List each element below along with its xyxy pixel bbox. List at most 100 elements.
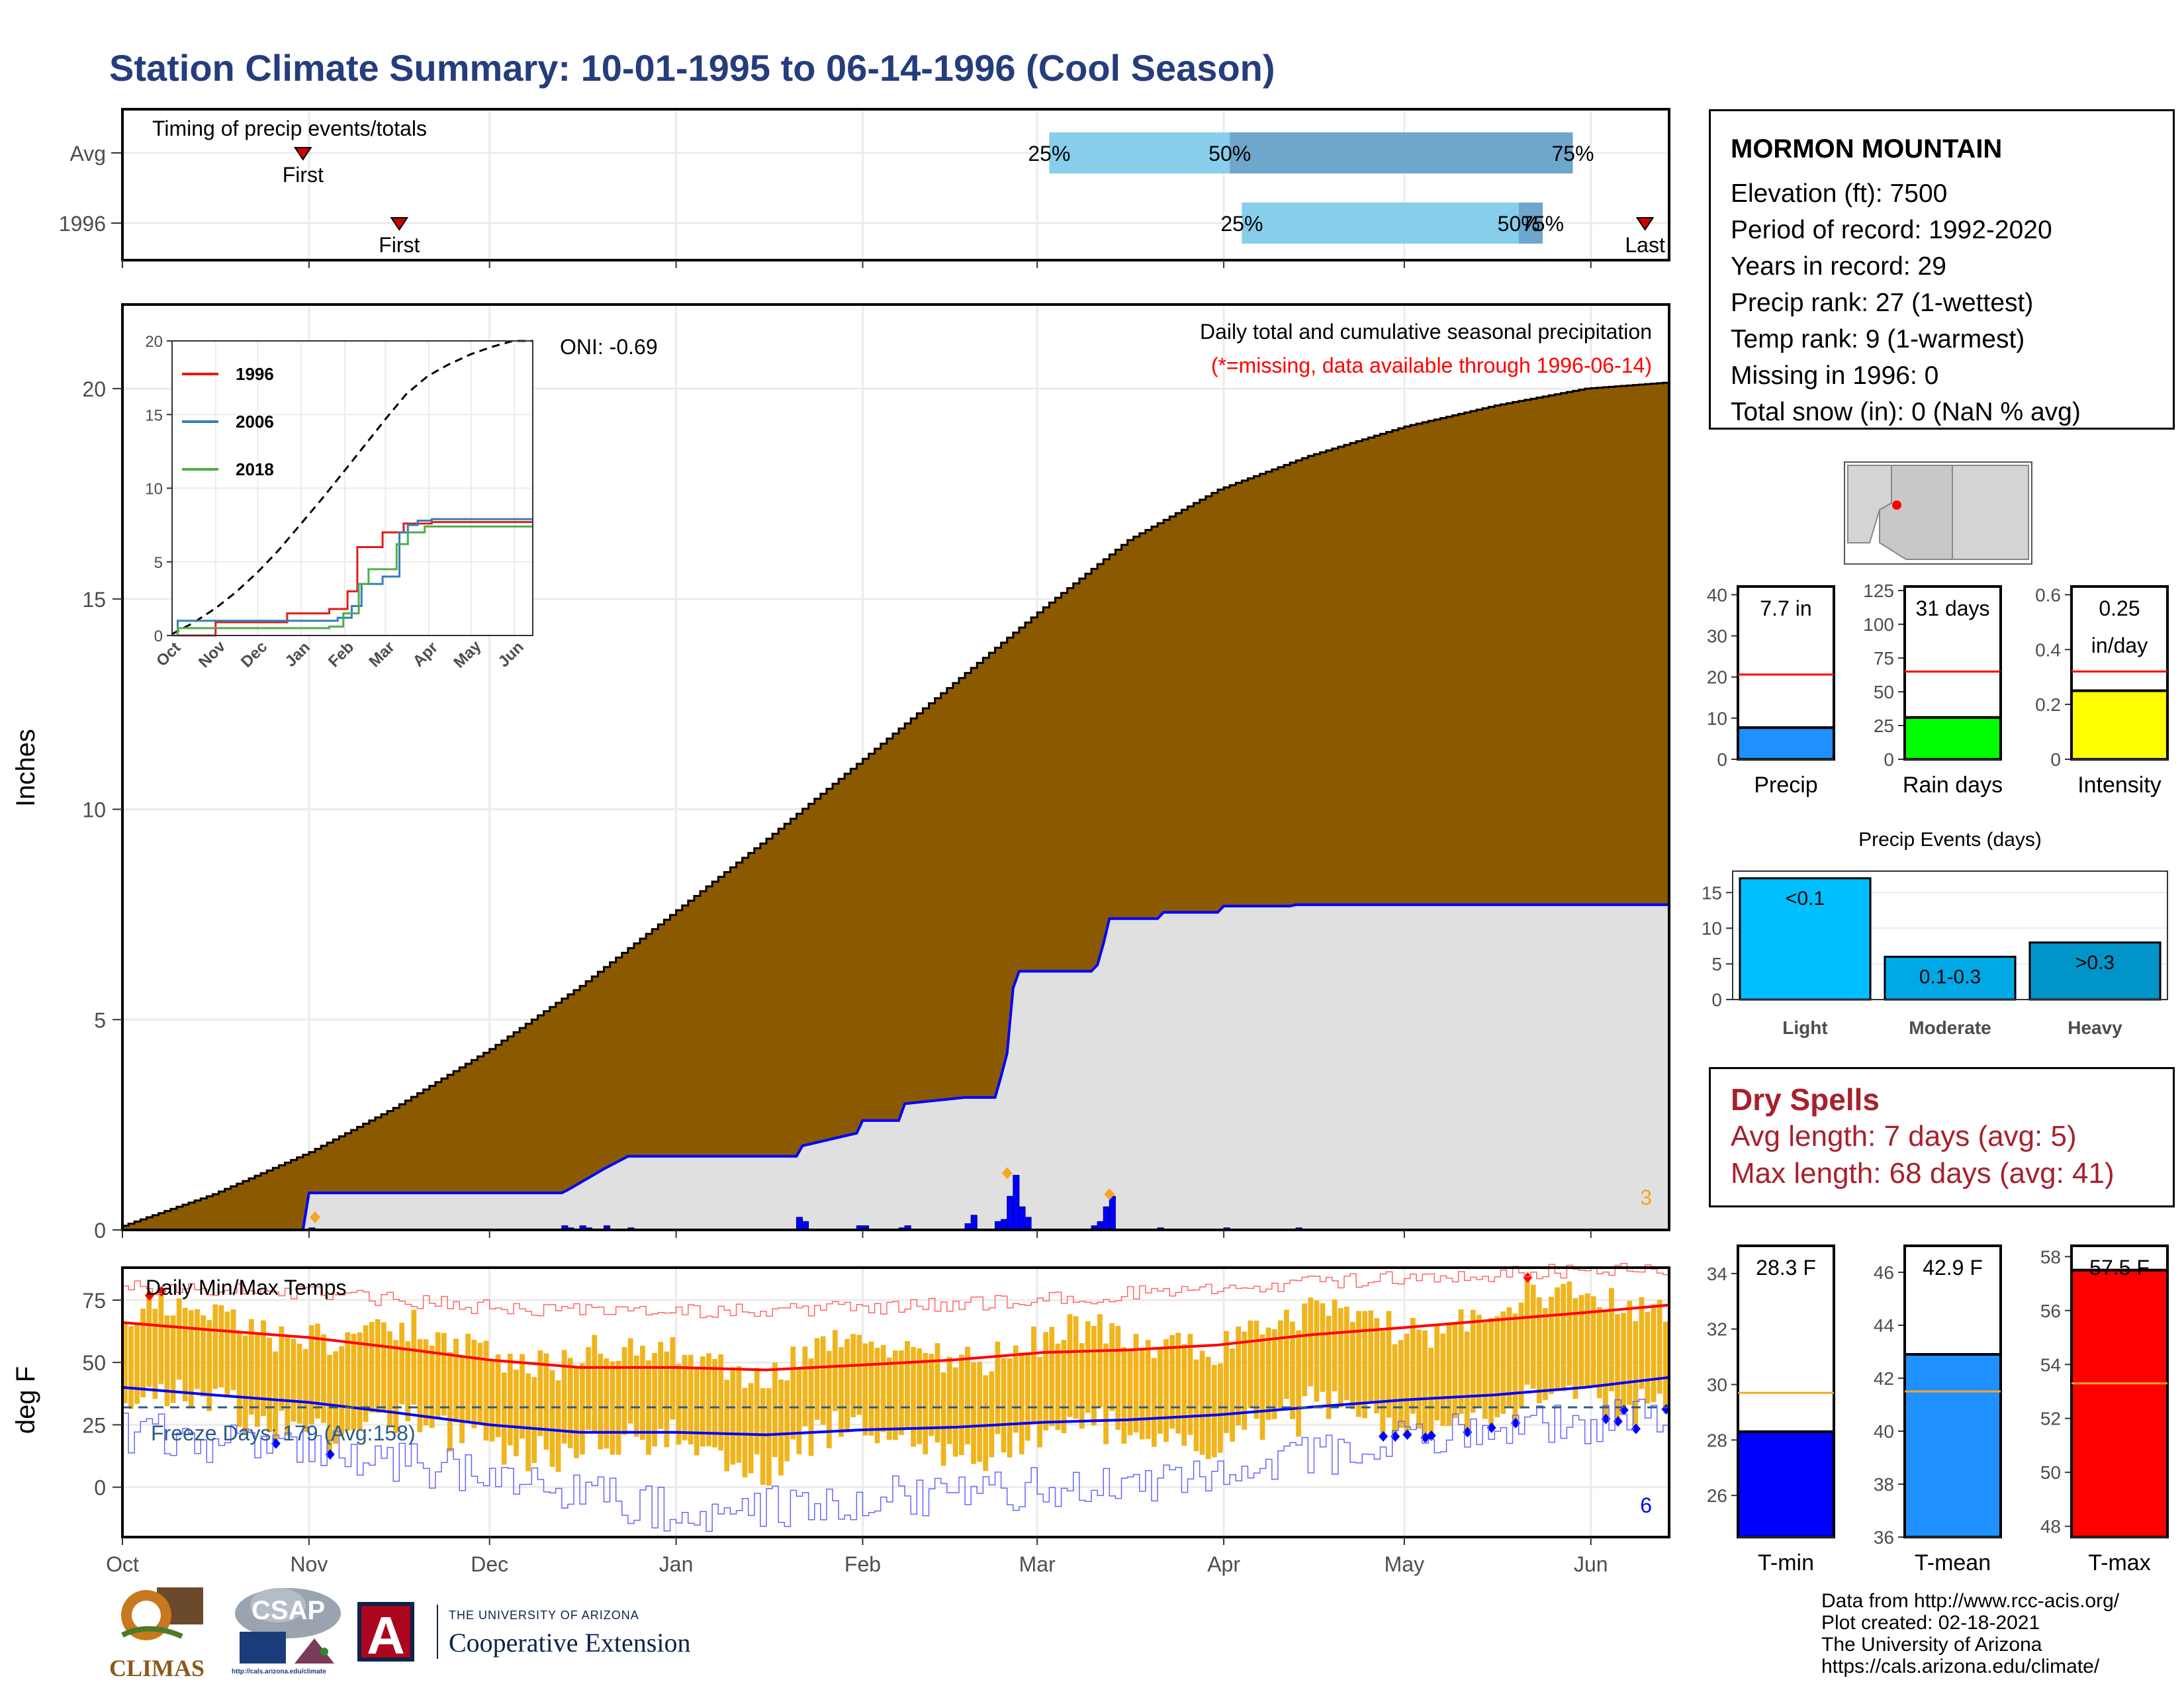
events-category-label: Heavy [2068, 1017, 2122, 1038]
record-low-marker [1601, 1413, 1611, 1425]
daily-temp-bar [314, 1323, 320, 1419]
daily-temp-bar [1386, 1311, 1392, 1418]
tstat-2-value-label: 57.5 F [2089, 1256, 2150, 1280]
daily-temp-bar [995, 1341, 1001, 1434]
daily-temp-bar [1308, 1297, 1314, 1387]
timing-marker-label: Last [1625, 233, 1665, 257]
daily-temp-bar [1127, 1349, 1133, 1436]
daily-temp-bar [1061, 1340, 1067, 1433]
daily-temp-bar [1374, 1318, 1380, 1414]
daily-temp-bar [1265, 1327, 1271, 1420]
daily-temp-bar [712, 1358, 717, 1448]
daily-temp-bar [839, 1346, 844, 1437]
daily-temp-bar [357, 1332, 363, 1430]
daily-temp-bar [1596, 1307, 1602, 1399]
daily-temp-bar [1031, 1327, 1036, 1422]
precip-y-tick-label: 10 [82, 798, 106, 822]
daily-temp-bar [1025, 1353, 1030, 1441]
total-0-y-tick-label: 20 [1707, 667, 1727, 688]
daily-temp-bar [880, 1344, 886, 1432]
daily-temp-bar [1440, 1333, 1446, 1427]
csap-logo: CSAP http://cals.arizona.edu/climate [232, 1585, 347, 1685]
events-y-tick-label: 15 [1702, 882, 1722, 903]
daily-precip-bar [796, 1217, 803, 1231]
daily-precip-bar [1019, 1206, 1026, 1231]
total-0-bar [1737, 726, 1835, 761]
tstat-0-category-label: T-min [1758, 1550, 1814, 1575]
daily-temp-bar [1320, 1303, 1326, 1392]
daily-temp-bar [1561, 1284, 1567, 1391]
daily-temp-bar [1494, 1316, 1500, 1417]
total-1-y-tick-label: 0 [1884, 749, 1894, 770]
daily-temp-bar [489, 1359, 495, 1442]
total-0-y-tick-label: 0 [1717, 749, 1727, 770]
dry-spells-title: Dry Spells [1731, 1082, 1880, 1117]
timing-quartile-label: 25% [1220, 212, 1263, 236]
daily-temp-bar [255, 1333, 260, 1427]
daily-temp-bar [1199, 1350, 1205, 1455]
daily-temp-bar [1452, 1323, 1458, 1419]
inset-avg-line [171, 340, 533, 635]
daily-temp-bar [1536, 1297, 1542, 1403]
daily-temp-bar [1259, 1334, 1265, 1440]
record-low-marker [1426, 1430, 1436, 1441]
daily-temp-bar [1428, 1347, 1433, 1436]
daily-temp-bar [1446, 1323, 1452, 1427]
inset-legend-label: 1996 [236, 364, 274, 384]
daily-temp-bar [754, 1368, 760, 1455]
record-low-marker [1486, 1422, 1496, 1433]
daily-temp-bar [1651, 1304, 1657, 1403]
daily-temp-bar [1103, 1343, 1109, 1444]
daily-temp-bar [1567, 1281, 1572, 1386]
footer-line: Data from http://www.rcc-acis.org/ [1821, 1590, 2120, 1612]
tstat-0-y-tick-label: 30 [1707, 1375, 1727, 1395]
daily-precip-flag [309, 1211, 320, 1223]
daily-temp-bar [302, 1348, 308, 1432]
inset-legend-label: 2006 [236, 412, 274, 432]
daily-temp-bar [423, 1339, 429, 1426]
station-precip-rank: Precip rank: 27 (1-wettest) [1731, 289, 2034, 317]
total-2-frame [2070, 585, 2169, 692]
daily-temp-bar [1290, 1321, 1295, 1419]
daily-precip-bar [1103, 1206, 1110, 1231]
oni-label: ONI: -0.69 [560, 335, 658, 359]
daily-temp-bar [1530, 1284, 1536, 1389]
daily-temp-bar [923, 1352, 929, 1455]
timing-quartile-bar-2 [1518, 203, 1543, 244]
daily-temp-bar [164, 1315, 170, 1407]
current-cumulative-area [122, 904, 1669, 1230]
daily-temp-bar [1578, 1295, 1584, 1387]
daily-temp-bar [706, 1353, 711, 1446]
daily-temp-bar [1621, 1313, 1626, 1411]
temp-y-tick-label: 25 [82, 1413, 106, 1437]
daily-temp-bar [1049, 1327, 1055, 1427]
daily-temp-bar [1175, 1333, 1181, 1434]
daily-temp-bar [796, 1368, 802, 1454]
daily-temp-bar [940, 1372, 946, 1466]
inset-legend-label: 2018 [236, 459, 274, 479]
ua-extension: Cooperative Extension [449, 1628, 691, 1658]
daily-temp-bar [844, 1338, 850, 1433]
footer-credits: Data from http://www.rcc-acis.org/ Plot … [1821, 1590, 2119, 1677]
daily-temp-bar [598, 1353, 604, 1450]
daily-temp-bar [459, 1356, 465, 1444]
daily-temp-bar [868, 1341, 874, 1436]
daily-temp-bar [471, 1339, 477, 1429]
daily-temp-bar [1434, 1323, 1440, 1421]
daily-temp-bar [1097, 1314, 1103, 1407]
events-category-label: Light [1782, 1017, 1827, 1038]
record-low-marker [1379, 1430, 1388, 1442]
total-1-y-tick-label: 125 [1863, 581, 1894, 601]
daily-temp-bar [435, 1332, 441, 1417]
daily-temp-bar [640, 1345, 645, 1440]
total-0-y-tick-label: 30 [1707, 626, 1727, 647]
footer-line: https://cals.arizona.edu/climate/ [1821, 1656, 2100, 1677]
daily-precip-bar [1007, 1196, 1014, 1231]
daily-temp-bar [1284, 1309, 1289, 1399]
daily-temp-bar [1343, 1306, 1349, 1401]
daily-temp-bar [375, 1319, 381, 1413]
daily-temp-bar [1187, 1334, 1193, 1435]
daily-temp-bar [1506, 1307, 1512, 1408]
month-tick-label: May [1385, 1552, 1424, 1576]
daily-temp-bar [682, 1354, 688, 1440]
